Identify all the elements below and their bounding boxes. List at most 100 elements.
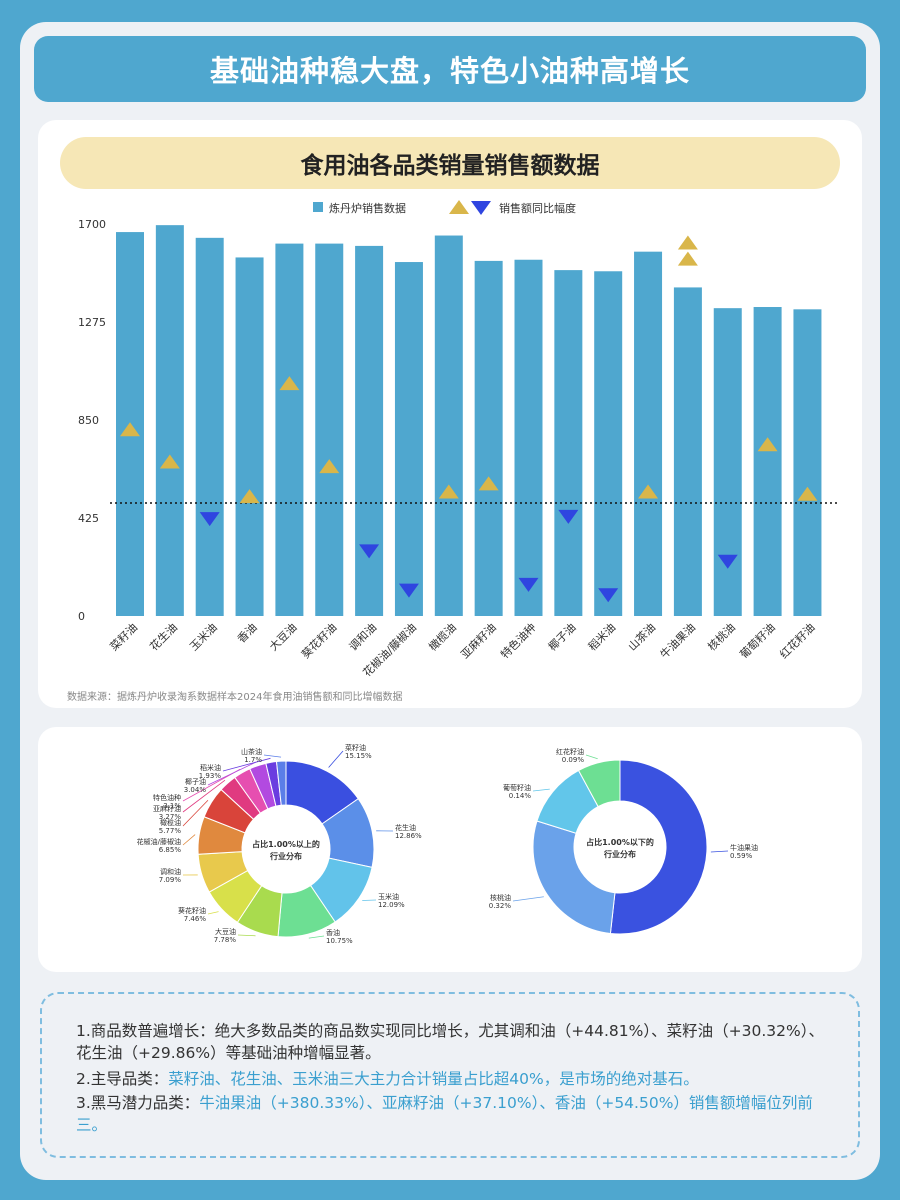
x-tick-label: 调和油 (346, 620, 379, 653)
x-tick-label: 牛油果油 (657, 620, 698, 661)
marker-down (717, 554, 738, 569)
y-tick-label: 425 (78, 512, 99, 525)
x-tick-label: 葡萄籽油 (737, 620, 778, 661)
slice-value: 3.27% (159, 813, 182, 821)
bar (753, 307, 782, 616)
x-tick-label: 花生油 (147, 620, 180, 653)
slice-value: 7.78% (214, 936, 237, 944)
bar (275, 243, 304, 616)
bar (434, 235, 463, 616)
marker-up (757, 437, 778, 452)
donut-center-title: 行业分布 (603, 849, 636, 859)
slice-value: 0.14% (509, 792, 532, 800)
donut-center-title: 行业分布 (269, 851, 302, 861)
y-tick-label: 1700 (78, 218, 106, 231)
bar (195, 237, 224, 616)
label-leader (182, 779, 226, 813)
pie-slice (275, 760, 287, 806)
pie-slice (577, 759, 621, 808)
bar (474, 260, 503, 616)
x-tick-label: 香油 (234, 620, 259, 645)
summary-notes: 1.商品数普遍增长：绝大多数品类的商品数实现同比增长，尤其调和油（+44.81%… (40, 992, 860, 1158)
label-leader (710, 850, 729, 853)
slice-value: 12.86% (395, 832, 422, 840)
slice-value: 0.32% (489, 902, 512, 910)
marker-up (438, 484, 459, 499)
marker-down (518, 577, 539, 592)
label-leader (222, 757, 271, 772)
note-2-prefix: 2.主导品类： (76, 1070, 169, 1088)
note-3-highlight: 牛油果油（+380.33%）、亚麻籽油（+37.10%）、香油（+54.50%）… (76, 1094, 813, 1134)
x-tick-label: 葵花籽油 (298, 620, 339, 661)
slice-name: 花生油 (395, 823, 416, 832)
x-tick-label: 椰子油 (545, 620, 578, 653)
note-2: 2.主导品类：菜籽油、花生油、玉米油三大主力合计销量占比超40%，是市场的绝对基… (76, 1068, 836, 1090)
pie-charts: 菜籽油15.15%花生油12.86%玉米油12.09%香油10.75%大豆油7.… (137, 743, 758, 945)
bar (713, 308, 742, 616)
bar-chart: 炼丹炉销售数据 销售额同比幅度 0 425 850 1275 1700 菜籽油 花生油 玉米油 香油… (78, 200, 838, 679)
x-tick-label: 特色油种 (498, 620, 539, 661)
bar (155, 225, 184, 616)
bar (394, 262, 423, 616)
marker-up (319, 459, 340, 474)
label-leader (207, 911, 219, 915)
marker-down (199, 512, 220, 527)
bar (793, 309, 822, 616)
marker-up (478, 476, 499, 491)
data-source: 数据来源：据炼丹炉收录淘系数据样本2024年食用油销售额和同比增幅数据 (67, 692, 403, 703)
slice-value: 3.1% (163, 802, 181, 810)
slice-name: 特色油种 (153, 793, 181, 802)
slice-name: 葡萄籽油 (503, 783, 531, 792)
legend-bar-label: 炼丹炉销售数据 (329, 201, 406, 215)
legend-marker-label: 销售额同比幅度 (499, 201, 576, 215)
page-title: 基础油种稳大盘，特色小油种高增长 (34, 36, 866, 102)
note-3: 3.黑马潜力品类：牛油果油（+380.33%）、亚麻籽油（+37.10%）、香油… (76, 1092, 836, 1136)
marker-up (120, 422, 140, 437)
x-tick-label: 菜籽油 (107, 620, 140, 653)
slice-name: 香油 (326, 928, 340, 937)
x-tick-label: 亚麻籽油 (458, 620, 499, 661)
slice-value: 6.85% (159, 846, 182, 854)
note-3-prefix: 3.黑马潜力品类： (76, 1094, 200, 1112)
marker-up (677, 235, 698, 250)
donut-center-title: 占比1.00%以下的 (586, 837, 654, 847)
marker-down (359, 544, 380, 559)
marker-down (558, 509, 579, 524)
slice-value: 0.59% (730, 852, 753, 860)
marker-up (638, 484, 659, 499)
label-leader (585, 754, 598, 760)
y-tick-label: 0 (78, 610, 85, 623)
chart-subtitle: 食用油各品类销量销售额数据 (60, 137, 840, 189)
x-tick-label: 山茶油 (625, 620, 658, 653)
slice-name: 菜籽油 (345, 743, 366, 752)
donut-center-title: 占比1.00%以上的 (252, 839, 320, 849)
legend-up-icon (449, 200, 469, 214)
x-tick-label: 核桃油 (705, 620, 738, 653)
label-leader (308, 935, 325, 939)
bar-chart-card: 食用油各品类销量销售额数据 炼丹炉销售数据 销售额同比幅度 0 425 850 1275 1… (38, 120, 862, 708)
legend-bar-swatch (313, 202, 323, 212)
slice-value: 10.75% (326, 937, 353, 945)
marker-up (159, 454, 180, 469)
slice-value: 15.15% (345, 752, 372, 760)
slice-value: 7.09% (159, 876, 182, 884)
bar (355, 245, 384, 616)
label-leader (328, 750, 344, 768)
marker-up (279, 376, 300, 391)
x-tick-label: 稻米油 (585, 620, 618, 653)
slice-name: 亚麻籽油 (153, 804, 181, 813)
bar (315, 243, 344, 616)
slice-value: 5.77% (159, 827, 182, 835)
x-tick-label: 红花籽油 (777, 620, 818, 661)
marker-up (239, 489, 260, 504)
slice-name: 椰子油 (185, 777, 206, 786)
label-leader (237, 934, 256, 937)
marker-up (677, 251, 698, 266)
bar (634, 251, 663, 616)
slice-name: 花椒油/藤椒油 (137, 837, 181, 846)
marker-up (797, 486, 818, 501)
y-tick-label: 1275 (78, 316, 106, 329)
bar (673, 287, 702, 616)
slice-value: 1.93% (199, 772, 222, 780)
label-leader (182, 834, 196, 846)
